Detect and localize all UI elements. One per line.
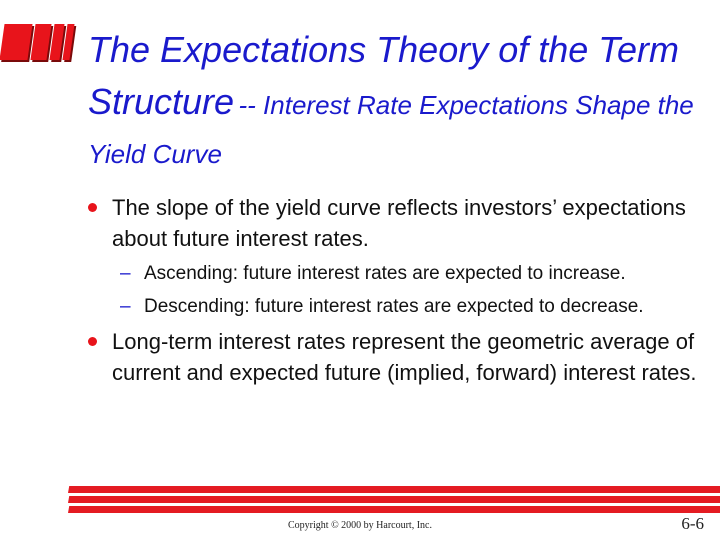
sub-bullet-text: Ascending: future interest rates are exp… <box>144 263 626 284</box>
slide-logo-blocks <box>0 24 78 62</box>
bullet-item: The slope of the yield curve reflects in… <box>88 192 708 254</box>
slide-title: The Expectations Theory of the Term Stru… <box>88 28 708 181</box>
page-number: 6-6 <box>681 514 704 533</box>
bullet-dot-icon <box>88 337 97 346</box>
bullet-text: Long-term interest rates represent the g… <box>112 329 697 385</box>
footer-stripe <box>68 496 720 503</box>
sub-bullet-item: – Descending: future interest rates are … <box>88 293 708 320</box>
copyright-text: Copyright © 2000 by Harcourt, Inc. <box>288 520 432 531</box>
footer-stripe <box>68 506 720 513</box>
sub-bullet-text: Descending: future interest rates are ex… <box>144 296 644 317</box>
bullet-dot-icon <box>88 203 97 212</box>
bullet-text: The slope of the yield curve reflects in… <box>112 195 686 251</box>
sub-bullet-item: – Ascending: future interest rates are e… <box>88 260 708 287</box>
slide-body: The slope of the yield curve reflects in… <box>88 192 708 394</box>
title-main: The Expectations Theory of the Term Stru… <box>88 29 679 122</box>
title-sub: -- Interest Rate Expectations Shape the … <box>88 90 694 169</box>
bullet-item: Long-term interest rates represent the g… <box>88 326 708 388</box>
dash-icon: – <box>120 296 131 317</box>
dash-icon: – <box>120 263 131 284</box>
footer-stripe <box>68 486 720 493</box>
